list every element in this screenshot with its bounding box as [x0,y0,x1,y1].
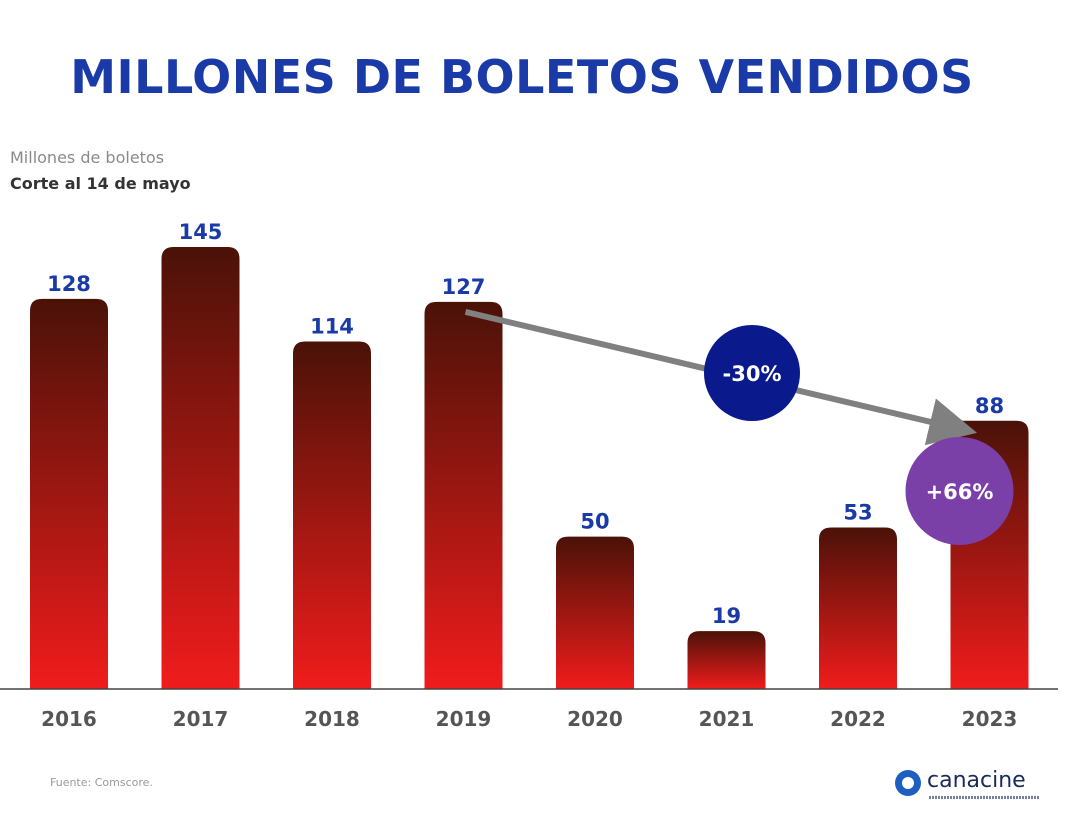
value-label-2020: 50 [580,510,609,534]
value-label-2016: 128 [47,272,91,296]
x-tick-label-2017: 2017 [173,707,229,731]
bar-2018 [293,341,371,689]
bar-2021 [687,631,766,689]
bar-2016 [30,298,108,689]
x-tick-label-2021: 2021 [699,707,755,731]
growth-badge-label: +66% [926,480,994,504]
value-label-2021: 19 [712,604,741,628]
x-tick-label-2022: 2022 [830,707,886,731]
x-tick-label-2019: 2019 [436,707,492,731]
decline-badge-label: -30% [723,362,782,386]
logo-tagline [929,796,1039,799]
value-label-2018: 114 [310,314,354,338]
chart-subtitle: Millones de boletos [10,148,165,167]
x-tick-label-2016: 2016 [41,707,97,731]
chart-note: Corte al 14 de mayo [10,174,191,193]
decline-badge [704,325,800,421]
logo-mark-icon [895,770,921,796]
value-label-2022: 53 [843,500,872,524]
bar-2017 [161,247,240,689]
x-tick-label-2023: 2023 [962,707,1018,731]
growth-badge [905,437,1014,545]
logo-text: canacine [927,768,1026,793]
canacine-logo: canacine [895,765,1045,805]
x-tick-label-2018: 2018 [304,707,360,731]
value-label-2023: 88 [975,394,1004,418]
value-label-2019: 127 [442,275,486,299]
bar-2019 [424,301,503,689]
bar-2020 [556,536,634,689]
value-label-2017: 145 [179,220,223,244]
source-note: Fuente: Comscore. [50,776,153,789]
bar-chart: 128 2016 145 2017 114 2018 127 2019 50 2020 19 2021… [0,220,1058,731]
bar-2022 [819,527,897,689]
page-title: MILLONES DE BOLETOS VENDIDOS [70,50,974,104]
x-tick-label-2020: 2020 [567,707,623,731]
